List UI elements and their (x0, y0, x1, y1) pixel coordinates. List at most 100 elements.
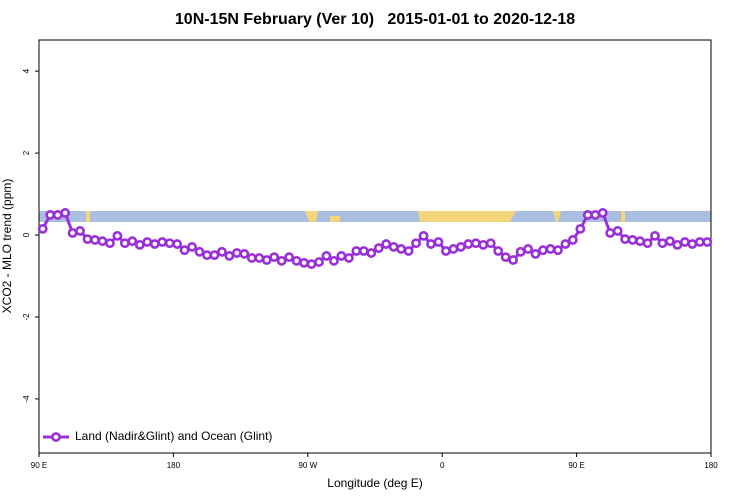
data-point (105, 238, 115, 249)
data-point (45, 210, 56, 220)
data-point (694, 237, 705, 247)
land (418, 211, 516, 222)
data-point (276, 255, 287, 266)
data-point (582, 210, 593, 220)
data-point (485, 238, 496, 249)
data-point (620, 234, 631, 245)
x-tick-label: 90 E (568, 461, 584, 470)
data-point (60, 208, 71, 218)
data-point (642, 238, 653, 249)
data-point (373, 243, 384, 254)
data-point (500, 252, 511, 263)
data-point (149, 239, 160, 249)
x-tick-label: 90 W (298, 461, 317, 470)
x-tick-label: 180 (704, 461, 718, 470)
data-point (455, 242, 466, 252)
data-point (448, 244, 459, 254)
data-point (657, 238, 668, 249)
data-point (665, 236, 675, 247)
data-point (530, 248, 541, 259)
data-point (418, 230, 429, 241)
data-point (545, 244, 556, 254)
data-point (381, 239, 392, 249)
data-point (134, 239, 145, 250)
data-point (441, 246, 451, 256)
legend: Land (Nadir&Glint) and Ocean (Glint) (43, 429, 272, 443)
data-point (321, 251, 332, 261)
plot-frame (38, 39, 712, 454)
data-point (403, 246, 414, 256)
data-point (523, 244, 533, 254)
data-point (209, 250, 220, 261)
data-point (254, 253, 265, 263)
data-point (627, 235, 638, 245)
data-point (52, 210, 63, 220)
data-point (343, 253, 354, 263)
x-tick-label: 90 E (31, 461, 47, 470)
x-tick-label: 180 (167, 461, 181, 470)
data-point (470, 238, 481, 249)
land (553, 211, 561, 222)
data-point (635, 236, 645, 247)
data-point (560, 239, 571, 249)
data-point (612, 226, 623, 236)
land (330, 216, 340, 222)
ocean-band (39, 211, 711, 222)
data-point (508, 255, 519, 265)
data-point (119, 238, 130, 249)
data-point (553, 245, 563, 256)
data-point (575, 223, 586, 234)
x-tick-label: 0 (440, 461, 445, 470)
data-point (75, 226, 85, 236)
chart-title: 10N-15N February (Ver 10) 2015-01-01 to … (175, 11, 575, 28)
data-point (37, 223, 48, 234)
data-point (217, 246, 227, 257)
data-point (112, 230, 123, 241)
data-point (239, 248, 250, 259)
data-point (493, 246, 504, 256)
data-point (246, 253, 257, 263)
land (305, 211, 318, 222)
data-point (224, 251, 235, 261)
data-point (306, 259, 317, 270)
data-point (157, 237, 168, 247)
land (86, 211, 90, 222)
data-point (127, 236, 138, 247)
y-tick-label: 2 (22, 150, 31, 155)
x-axis-label: Longitude (deg E) (327, 476, 422, 490)
data-point (164, 238, 175, 249)
data-point (351, 246, 362, 256)
data-point (463, 239, 474, 249)
data-point (299, 257, 309, 268)
data-point (679, 237, 690, 247)
data-point (202, 250, 212, 261)
y-axis-label: XCO2 - MLO trend (ppm) (0, 179, 14, 314)
data-point (142, 237, 153, 247)
y-tick-label: 0 (22, 232, 31, 237)
y-tick-label: 4 (22, 68, 31, 73)
data-point (269, 252, 280, 263)
data-point (314, 257, 324, 267)
legend-marker (51, 432, 61, 442)
data-point (329, 255, 339, 266)
data-point (336, 251, 347, 261)
data-point (366, 248, 377, 258)
data-point (567, 235, 578, 245)
data-point (702, 237, 713, 247)
data-point (82, 234, 93, 245)
data-point (90, 235, 100, 245)
data-point (291, 255, 302, 266)
data-point (650, 230, 660, 241)
data-point (67, 228, 78, 238)
land (621, 211, 625, 222)
data-point (605, 228, 616, 238)
map-strip (39, 211, 711, 222)
data-point (515, 246, 526, 257)
data-point (433, 237, 444, 247)
data-point (179, 245, 190, 256)
data-point (231, 248, 242, 258)
data-point (590, 210, 601, 220)
data-point (687, 239, 698, 249)
